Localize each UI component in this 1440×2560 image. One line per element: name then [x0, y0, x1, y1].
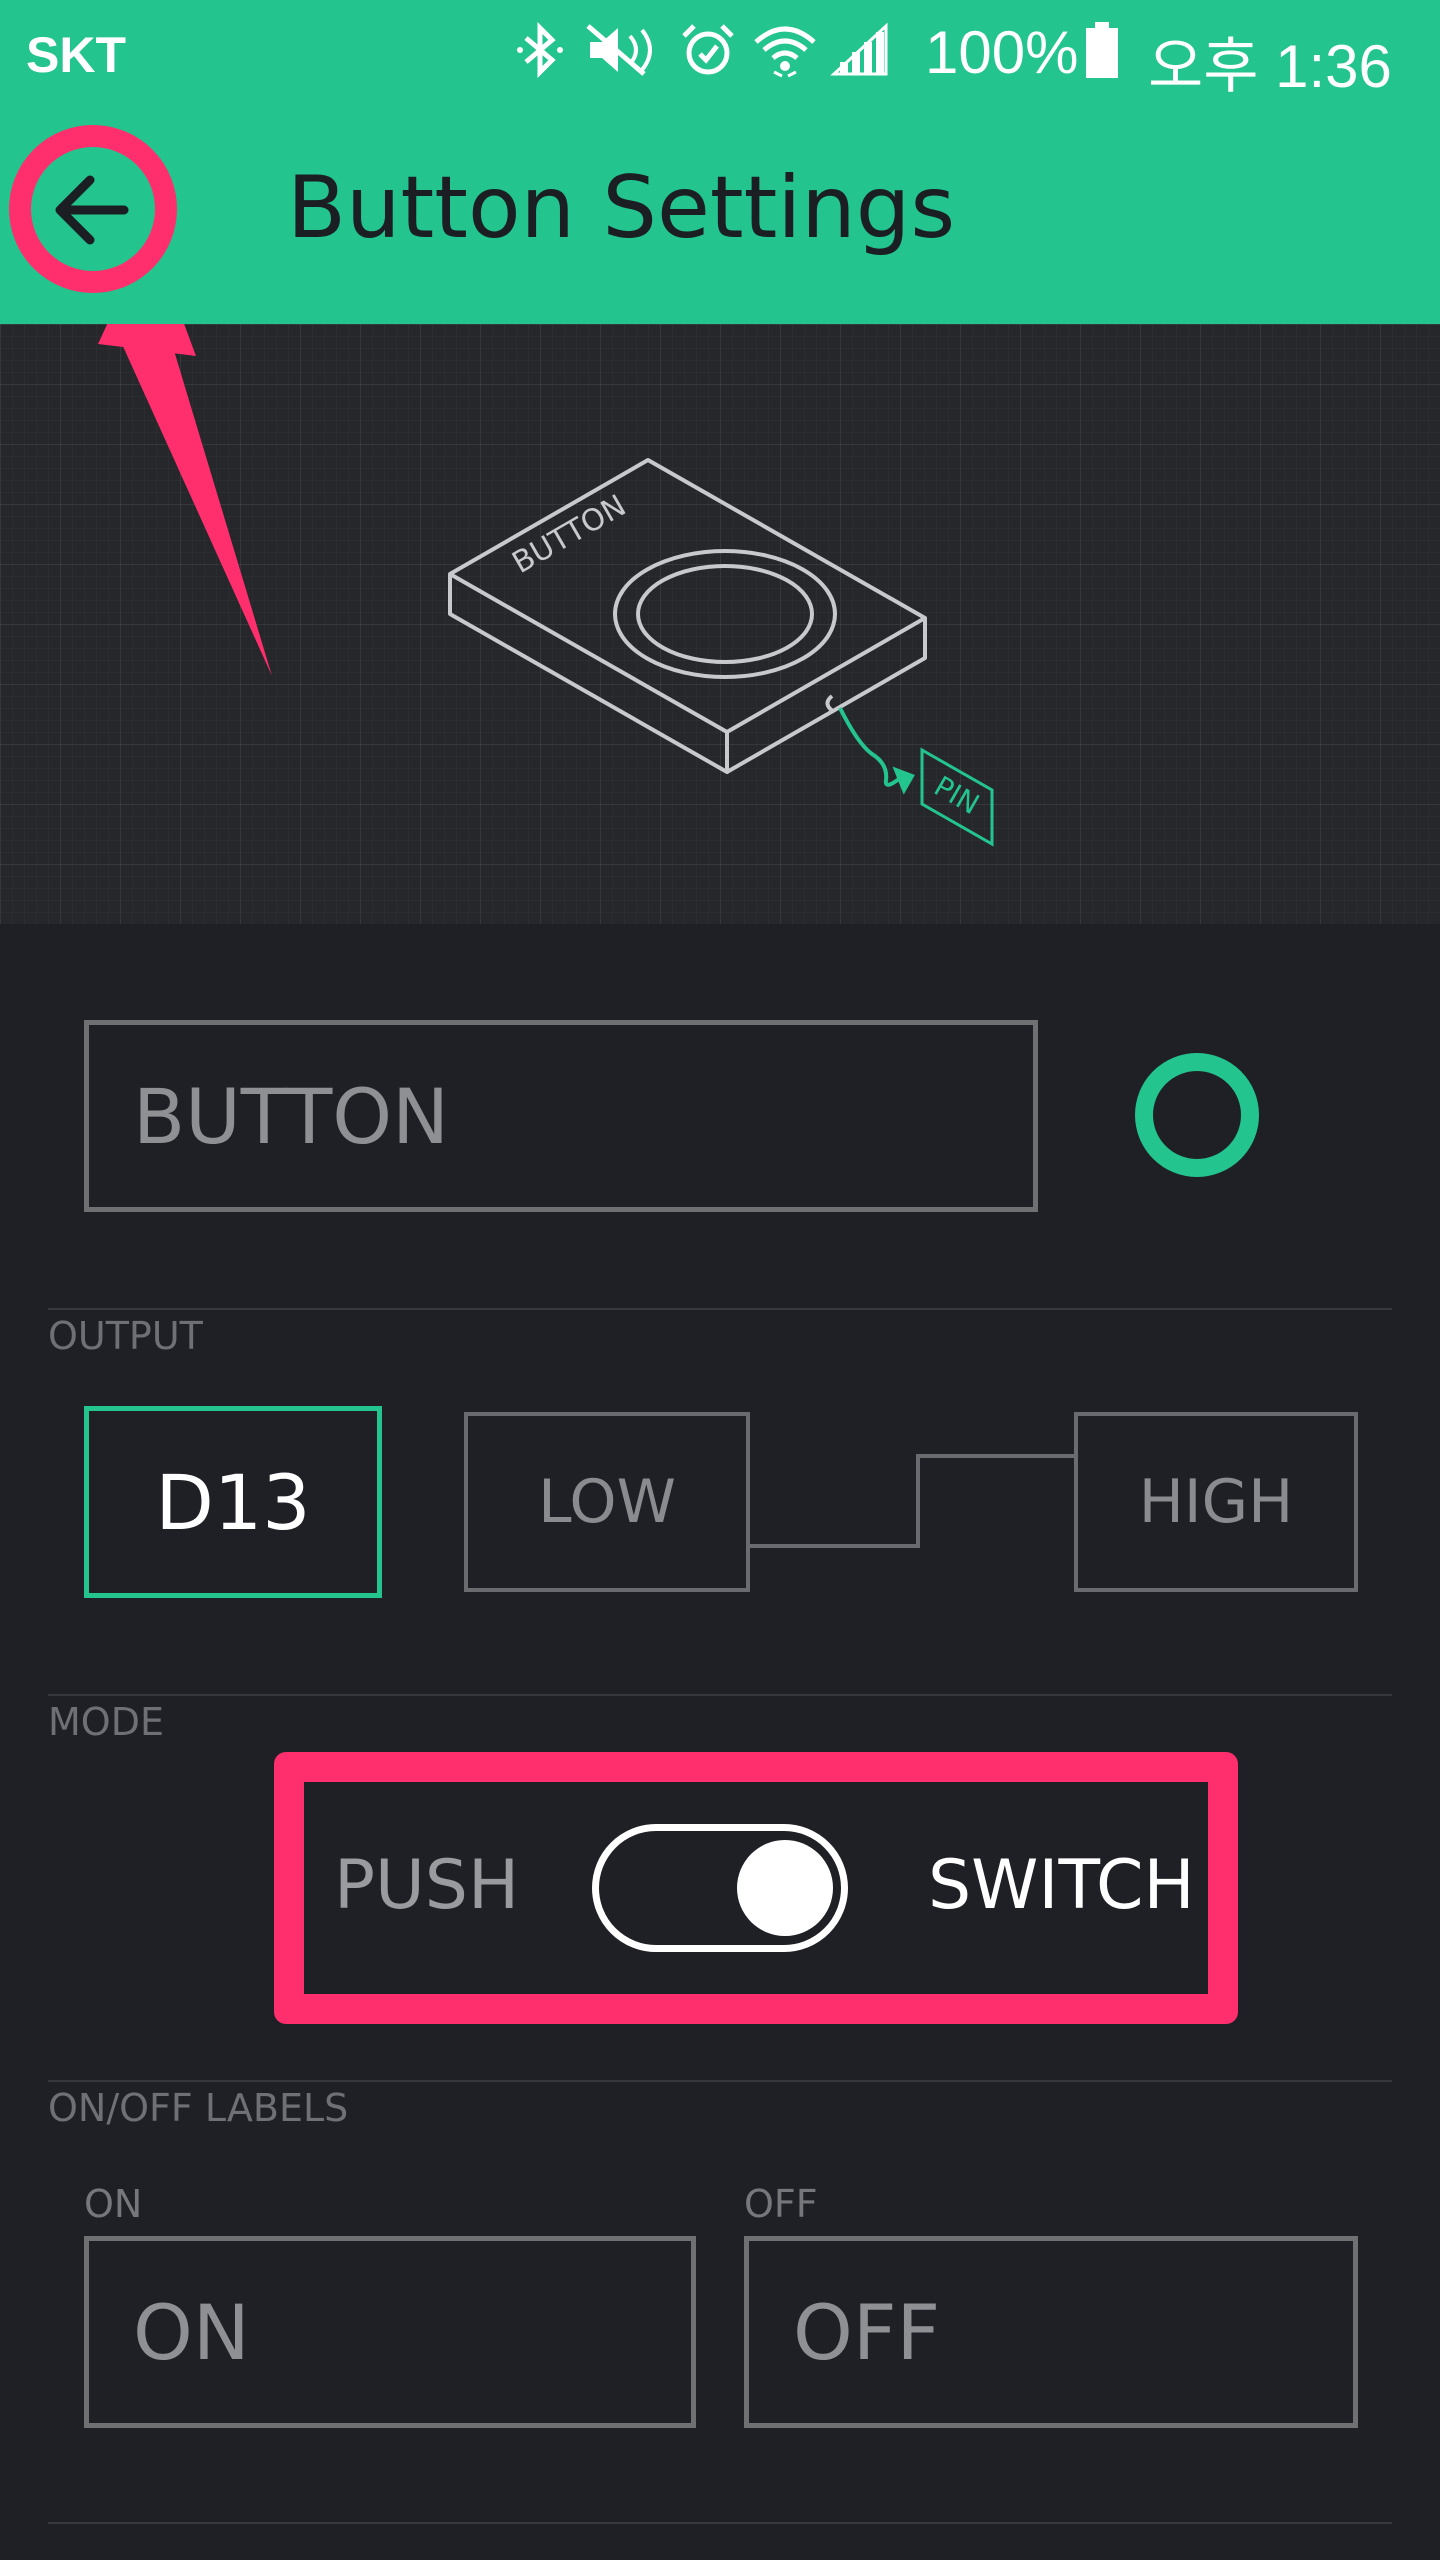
battery-percent: 100%: [925, 19, 1079, 86]
low-label: LOW: [538, 1467, 676, 1537]
clock: 오후 1:36: [1148, 33, 1392, 100]
widget-name-input[interactable]: BUTTON: [84, 1020, 1038, 1212]
on-caption: ON: [84, 2182, 143, 2226]
output-section-label: OUTPUT: [48, 1314, 203, 1358]
back-button[interactable]: [6, 122, 180, 296]
switch-label[interactable]: SWITCH: [928, 1846, 1195, 1925]
page-title: Button Settings: [287, 158, 956, 258]
device-label: BUTTON: [507, 488, 633, 581]
wifi-icon: [754, 26, 816, 78]
app-bar: [0, 100, 1440, 324]
circle-icon: [1135, 1053, 1259, 1177]
widget-illustration: BUTTON PIN: [0, 232, 1440, 924]
pin-selector[interactable]: D13: [84, 1406, 382, 1598]
mode-toggle[interactable]: [592, 1824, 848, 1952]
high-label: HIGH: [1138, 1467, 1294, 1537]
button-device-illustration: BUTTON PIN: [98, 232, 994, 847]
battery-icon: [1086, 22, 1118, 78]
off-caption: OFF: [744, 2182, 818, 2226]
annotation-highlight-box: [274, 1752, 1238, 2024]
onoff-section-label: ON/OFF LABELS: [48, 2086, 349, 2130]
status-bar: SKT 100% 오후 1:36: [0, 0, 1440, 100]
on-label-input[interactable]: ON: [84, 2236, 696, 2428]
low-high-connector: [750, 1454, 1076, 1548]
low-value-input[interactable]: LOW: [464, 1412, 750, 1592]
on-label-value: ON: [133, 2287, 250, 2377]
divider: [48, 1694, 1392, 1696]
divider: [48, 2080, 1392, 2082]
off-label-input[interactable]: OFF: [744, 2236, 1358, 2428]
bluetooth-icon: [517, 22, 563, 78]
pin-value: D13: [155, 1457, 311, 1547]
toggle-knob: [737, 1840, 833, 1936]
off-label-value: OFF: [793, 2287, 941, 2377]
high-value-input[interactable]: HIGH: [1074, 1412, 1358, 1592]
widget-name-value: BUTTON: [133, 1071, 449, 1161]
signal-icon: [830, 22, 888, 76]
mute-icon: [586, 24, 652, 76]
divider: [48, 1308, 1392, 1310]
color-picker-button[interactable]: [1134, 1052, 1260, 1178]
arrow-left-icon: [9, 125, 177, 293]
carrier-label: SKT: [26, 27, 126, 83]
alarm-icon: [682, 24, 734, 75]
push-label[interactable]: PUSH: [334, 1846, 520, 1925]
divider: [48, 2522, 1392, 2524]
mode-section-label: MODE: [48, 1700, 164, 1744]
